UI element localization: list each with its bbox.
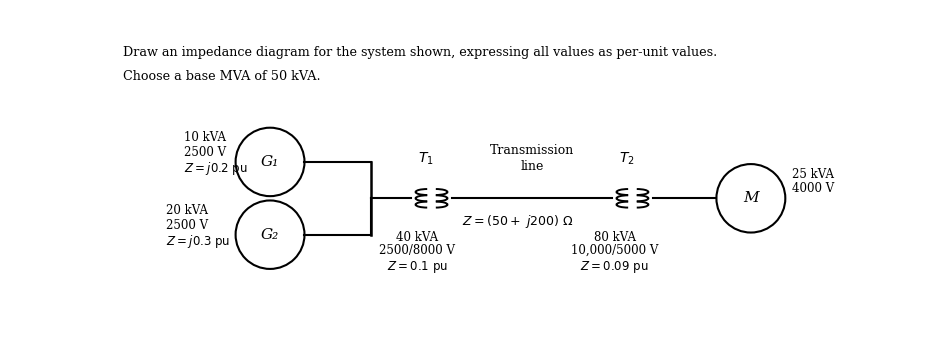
- Text: $Z = 0.09\ \mathrm{pu}$: $Z = 0.09\ \mathrm{pu}$: [581, 259, 649, 275]
- Text: M: M: [743, 191, 758, 205]
- Text: 20 kVA: 20 kVA: [166, 204, 208, 217]
- Text: $T_1$: $T_1$: [418, 151, 433, 167]
- Text: G₂: G₂: [261, 228, 279, 242]
- Text: 40 kVA: 40 kVA: [396, 231, 438, 244]
- Text: 4000 V: 4000 V: [792, 182, 834, 195]
- Text: line: line: [520, 160, 544, 173]
- Text: 25 kVA: 25 kVA: [792, 168, 833, 181]
- Text: 10 kVA: 10 kVA: [184, 131, 226, 144]
- Text: $Z = (50 +\ j200)\ \Omega$: $Z = (50 +\ j200)\ \Omega$: [462, 213, 573, 230]
- Text: 2500 V: 2500 V: [166, 219, 208, 232]
- Text: $Z = j0.3\ \mathrm{pu}$: $Z = j0.3\ \mathrm{pu}$: [166, 233, 231, 250]
- Text: $Z = j0.2\ \mathrm{pu}$: $Z = j0.2\ \mathrm{pu}$: [184, 160, 247, 177]
- Text: 10,000/5000 V: 10,000/5000 V: [570, 244, 658, 257]
- Text: Draw an impedance diagram for the system shown, expressing all values as per-uni: Draw an impedance diagram for the system…: [123, 46, 717, 59]
- Text: Transmission: Transmission: [490, 144, 574, 156]
- Text: Choose a base MVA of 50 kVA.: Choose a base MVA of 50 kVA.: [123, 70, 320, 83]
- Text: 80 kVA: 80 kVA: [594, 231, 635, 244]
- Text: $Z = 0.1\ \mathrm{pu}$: $Z = 0.1\ \mathrm{pu}$: [387, 259, 447, 275]
- Text: 2500/8000 V: 2500/8000 V: [379, 244, 456, 257]
- Text: $T_2$: $T_2$: [619, 151, 634, 167]
- Text: 2500 V: 2500 V: [184, 146, 226, 159]
- Text: G₁: G₁: [261, 155, 279, 169]
